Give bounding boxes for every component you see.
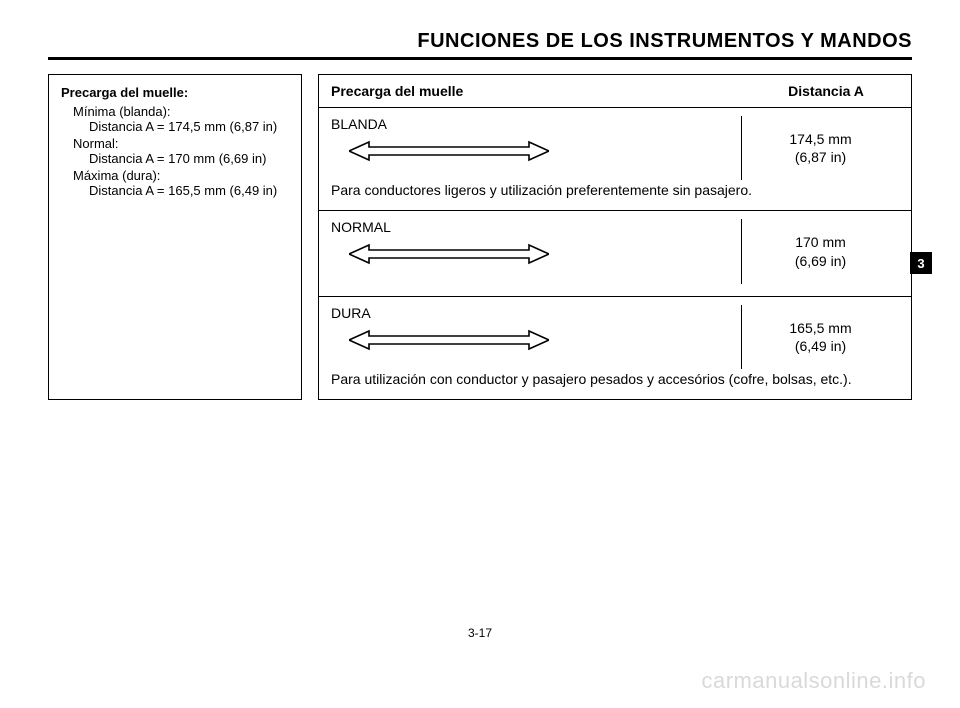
page-number: 3-17 — [0, 626, 960, 640]
setting-label: BLANDA — [331, 116, 741, 132]
value-in: (6,87 in) — [742, 148, 899, 166]
table-row-left: BLANDA — [331, 116, 741, 168]
setting-note: Para conductores ligeros y utilización p… — [331, 182, 899, 198]
spec-max-label: Máxima (dura): — [73, 168, 289, 183]
page-title: FUNCIONES DE LOS INSTRUMENTOS Y MANDOS — [48, 30, 912, 53]
table-header-row: Precarga del muelle Distancia A — [319, 75, 911, 108]
spec-box: Precarga del muelle: Mínima (blanda): Di… — [48, 74, 302, 400]
table-row-value: 165,5 mm (6,49 in) — [741, 305, 899, 369]
watermark-text: carmanualsonline.info — [701, 668, 926, 694]
chapter-tab: 3 — [910, 252, 932, 274]
spec-max-value: Distancia A = 165,5 mm (6,49 in) — [89, 183, 289, 198]
double-arrow-icon — [349, 140, 741, 162]
table-header-left: Precarga del muelle — [319, 75, 741, 107]
spec-min-value: Distancia A = 174,5 mm (6,87 in) — [89, 119, 289, 134]
spec-normal-value: Distancia A = 170 mm (6,69 in) — [89, 151, 289, 166]
spec-min-label: Mínima (blanda): — [73, 104, 289, 119]
spec-normal-label: Normal: — [73, 136, 289, 151]
setting-label: NORMAL — [331, 219, 741, 235]
value-mm: 170 mm — [742, 233, 899, 251]
table-row-top: DURA 165,5 mm (6,49 in) — [331, 305, 899, 369]
double-arrow-icon — [349, 329, 741, 351]
value-in: (6,49 in) — [742, 337, 899, 355]
header-section: FUNCIONES DE LOS INSTRUMENTOS Y MANDOS — [48, 30, 912, 60]
double-arrow-icon — [349, 243, 741, 265]
table-row: DURA 165,5 mm (6,49 in) Para utilización… — [319, 297, 911, 399]
value-in: (6,69 in) — [742, 252, 899, 270]
setting-note: Para utilización con conductor y pasajer… — [331, 371, 899, 387]
setting-label: DURA — [331, 305, 741, 321]
table-row-left: NORMAL — [331, 219, 741, 271]
table-row-left: DURA — [331, 305, 741, 357]
table-row-value: 170 mm (6,69 in) — [741, 219, 899, 283]
table-header-right: Distancia A — [741, 75, 911, 107]
content-row: Precarga del muelle: Mínima (blanda): Di… — [48, 74, 912, 400]
settings-table: Precarga del muelle Distancia A BLANDA 1… — [318, 74, 912, 400]
table-row-top: BLANDA 174,5 mm (6,87 in) — [331, 116, 899, 180]
header-rule — [48, 57, 912, 60]
value-mm: 174,5 mm — [742, 130, 899, 148]
value-mm: 165,5 mm — [742, 319, 899, 337]
table-row: NORMAL 170 mm (6,69 in) — [319, 211, 911, 296]
spec-box-title: Precarga del muelle: — [61, 85, 289, 100]
table-row-value: 174,5 mm (6,87 in) — [741, 116, 899, 180]
table-row-top: NORMAL 170 mm (6,69 in) — [331, 219, 899, 283]
table-row: BLANDA 174,5 mm (6,87 in) Para conductor… — [319, 108, 911, 211]
